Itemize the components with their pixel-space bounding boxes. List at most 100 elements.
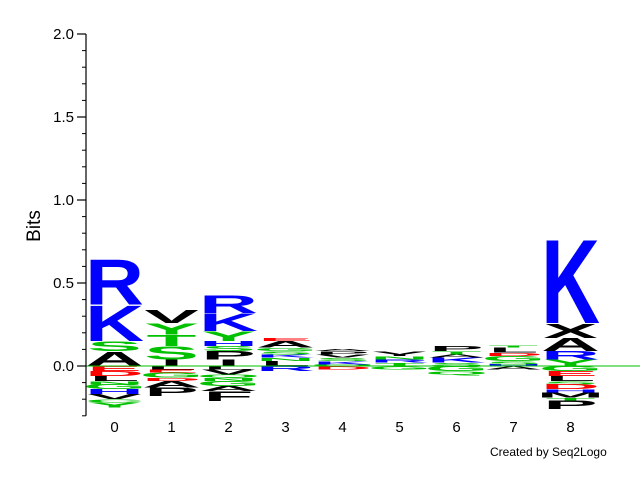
glyph-pos-8-0-y: Y	[543, 358, 597, 368]
glyph-neg-0-5-h: H	[85, 388, 144, 396]
glyph-neg-6-0-g: G	[425, 365, 488, 373]
glyph-neg-3-0-r: R	[256, 365, 315, 373]
glyph-neg-0-7-c: C	[85, 398, 144, 403]
glyph-neg-8-1-e: E	[543, 370, 597, 378]
glyph-pos-2-1-p: P	[201, 349, 255, 362]
glyph-pos-7-3-d: D	[484, 352, 543, 357]
glyph-pos-4-1-k: K	[313, 360, 372, 365]
glyph-pos-8-2-a: A	[541, 335, 600, 356]
glyph-pos-5-4-v: V	[372, 350, 427, 355]
glyph-pos-3-5-a: A	[256, 340, 315, 350]
x-tick-label: 2	[224, 419, 232, 436]
glyph-pos-4-2-s: S	[315, 357, 369, 362]
glyph-neg-8-2-l: L	[546, 375, 596, 383]
glyph-pos-3-6-e: E	[258, 337, 312, 342]
glyph-pos-2-6-r: R	[199, 290, 258, 319]
glyph-pos-1-1-s: S	[144, 343, 198, 364]
glyph-pos-2-5-k: K	[199, 308, 258, 337]
glyph-pos-4-0-q: Q	[311, 364, 374, 367]
glyph-pos-6-2-a: A	[427, 354, 486, 359]
glyph-pos-3-1-n: N	[256, 357, 315, 362]
x-tick-label: 8	[566, 419, 574, 436]
glyph-pos-2-4-y: Y	[201, 329, 255, 344]
glyph-pos-8-1-r: R	[541, 349, 600, 362]
glyph-neg-0-2-l: L	[90, 375, 140, 383]
glyph-pos-6-0-s: S	[429, 362, 483, 367]
glyph-neg-1-0-l: L	[147, 365, 197, 370]
glyph-neg-0-8-y: Y	[87, 401, 141, 409]
x-tick-label: 5	[395, 419, 403, 436]
glyph-pos-3-2-k: K	[256, 354, 315, 359]
glyph-pos-4-5-a: A	[313, 349, 372, 352]
glyph-pos-1-3-y: Y	[144, 320, 198, 338]
glyph-neg-0-3-n: N	[85, 380, 144, 385]
glyph-pos-0-1-s: S	[87, 339, 141, 354]
glyph-pos-7-2-g: G	[482, 355, 545, 363]
glyph-neg-1-2-g: G	[140, 372, 203, 380]
glyph-neg-2-3-n: N	[199, 377, 258, 382]
y-tick-label: 2.0	[53, 26, 74, 43]
glyph-neg-2-6-f: F	[204, 389, 254, 404]
glyph-neg-4-0-d: D	[313, 365, 372, 370]
axes	[77, 33, 640, 417]
glyph-neg-8-5-h: H	[541, 388, 600, 393]
glyph-neg-2-4-g: G	[197, 380, 260, 388]
glyph-pos-1-4-v: V	[144, 306, 198, 327]
glyph-pos-0-3-r: R	[85, 246, 144, 319]
x-tick-label: 0	[110, 419, 118, 436]
glyph-neg-0-0-e: E	[87, 365, 141, 373]
glyph-pos-6-1-k: K	[427, 357, 486, 365]
glyph-neg-1-4-a: A	[142, 379, 201, 389]
glyph-neg-2-5-a: A	[199, 385, 258, 393]
y-axis-title: Bits	[24, 210, 45, 242]
glyph-pos-3-0-l: L	[261, 360, 311, 368]
logo-stacks: ASKREDLNGHVCYISTYVLEGDAPIPSHYKRLVQNGAFLN…	[83, 214, 605, 412]
glyph-pos-4-3-v: V	[315, 354, 370, 359]
glyph-pos-8-3-x: X	[543, 319, 598, 342]
glyph-pos-6-3-t: T	[432, 350, 482, 355]
x-tick-label: 7	[509, 419, 517, 436]
glyph-neg-8-8-p: P	[543, 399, 597, 412]
x-tick-label: 4	[338, 419, 346, 436]
glyph-pos-4-4-p: P	[315, 350, 369, 355]
glyph-neg-7-0-a: A	[484, 365, 543, 370]
glyph-pos-3-3-s: S	[258, 350, 312, 355]
glyph-pos-1-0-i: I	[160, 358, 183, 368]
glyph-pos-7-4-l: L	[489, 347, 539, 355]
x-tick-label: 1	[167, 419, 175, 436]
glyph-neg-8-6-m: M	[537, 391, 605, 399]
glyph-pos-7-5-t: T	[489, 346, 539, 349]
glyph-pos-2-2-s: S	[201, 345, 255, 353]
glyph-pos-1-2-t: T	[147, 332, 197, 350]
glyph-neg-8-4-d: D	[541, 383, 600, 391]
glyph-neg-2-2-q: Q	[197, 374, 260, 379]
glyph-neg-2-0-l: L	[204, 365, 254, 370]
glyph-neg-1-3-d: D	[142, 377, 201, 382]
x-tick-label: 3	[281, 419, 289, 436]
y-tick-label: 1.5	[53, 109, 74, 126]
glyph-pos-0-2-k: K	[85, 296, 144, 352]
glyph-pos-5-2-n: N	[370, 355, 429, 360]
y-tick-label: 0.0	[53, 358, 74, 375]
glyph-pos-2-0-i: I	[217, 358, 240, 368]
glyph-neg-1-1-e: E	[144, 369, 198, 374]
labels: 2.0 1.5 1.0 0.5 0.0 Bits 0 1 2 3 4 5 6 7 8	[24, 26, 575, 436]
glyph-neg-5-0-g: G	[368, 365, 431, 370]
glyph-neg-1-5-p: P	[144, 386, 198, 399]
glyph-neg-8-7-t: T	[546, 397, 596, 402]
glyph-pos-6-4-p: P	[429, 345, 483, 353]
glyph-pos-5-1-r: R	[370, 359, 429, 364]
glyph-pos-5-0-t: T	[375, 362, 425, 367]
glyph-pos-7-1-s: S	[486, 360, 540, 365]
glyph-neg-0-4-g: G	[83, 383, 146, 391]
glyph-neg-2-1-v: V	[201, 368, 256, 376]
glyph-pos-5-3-i: I	[388, 354, 411, 357]
glyph-neg-8-3-s: S	[543, 380, 597, 385]
glyph-neg-0-6-v: V	[87, 393, 142, 401]
glyph-neg-6-1-q: Q	[425, 370, 488, 375]
glyph-neg-8-0-g: G	[539, 365, 602, 373]
glyph-pos-7-0-h: H	[484, 364, 543, 367]
glyph-pos-0-0-a: A	[85, 347, 144, 370]
glyph-neg-0-1-d: D	[85, 370, 144, 378]
